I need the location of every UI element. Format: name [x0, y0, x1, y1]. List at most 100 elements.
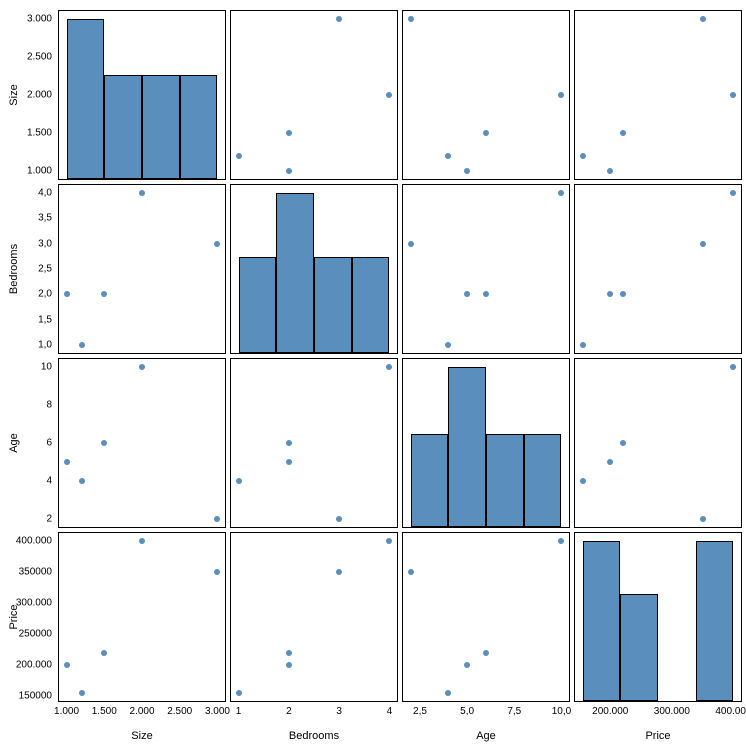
scatter-point [336, 569, 342, 575]
scatter-point [214, 516, 220, 522]
scatter-point [483, 130, 489, 136]
scatter-point [139, 538, 145, 544]
row-axis-label: Bedrooms [8, 244, 20, 294]
hist-bar [142, 75, 180, 179]
ytick-label: 250000 [0, 629, 52, 640]
xtick-label: 10,0 [552, 706, 571, 717]
ytick-label: 4 [0, 476, 52, 487]
scatter-point [336, 516, 342, 522]
panel-price-vs-bedrooms [230, 532, 398, 702]
hist-bar [276, 193, 314, 353]
scatter-point [464, 291, 470, 297]
scatter-point [236, 153, 242, 159]
xtick-label: 3 [336, 706, 342, 717]
hist-bar [583, 541, 621, 701]
scatter-point [286, 662, 292, 668]
hist-bar [524, 434, 562, 527]
hist-bar [486, 434, 524, 527]
scatter-point [79, 690, 85, 696]
scatter-point [408, 569, 414, 575]
scatter-point [445, 690, 451, 696]
scatter-point [483, 291, 489, 297]
xtick-label: 5,0 [460, 706, 474, 717]
hist-bar [67, 19, 105, 179]
scatter-point [558, 538, 564, 544]
scatter-point [558, 92, 564, 98]
ytick-label: 1.500 [0, 128, 52, 139]
scatter-point [139, 190, 145, 196]
scatter-point [580, 342, 586, 348]
scatter-point [620, 440, 626, 446]
scatter-point [101, 650, 107, 656]
panel-age-vs-price [574, 358, 742, 528]
col-axis-label: Size [131, 730, 152, 742]
ytick-label: 10 [0, 361, 52, 372]
col-axis-label: Price [645, 730, 670, 742]
ytick-label: 200.000 [0, 660, 52, 671]
ytick-label: 150000 [0, 691, 52, 702]
hist-bar [104, 75, 142, 179]
panel-price-vs-age [402, 532, 570, 702]
panel-age-vs-size [58, 358, 226, 528]
xtick-label: 1 [236, 706, 242, 717]
scatter-point [464, 662, 470, 668]
xtick-label: 3.000 [205, 706, 230, 717]
scatter-point [445, 153, 451, 159]
xtick-label: 200.000 [592, 706, 628, 717]
xtick-label: 4 [387, 706, 393, 717]
scatter-point [64, 291, 70, 297]
scatter-point [79, 342, 85, 348]
row-axis-label: Price [8, 604, 20, 629]
xtick-label: 1.500 [92, 706, 117, 717]
scatter-point [580, 153, 586, 159]
panel-price-vs-price [574, 532, 742, 702]
ytick-label: 3.000 [0, 13, 52, 24]
scatter-point [79, 478, 85, 484]
panel-bedrooms-vs-price [574, 184, 742, 354]
scatter-point [730, 92, 736, 98]
ytick-label: 3,5 [0, 213, 52, 224]
hist-bar [352, 257, 390, 353]
scatter-point [64, 662, 70, 668]
panel-size-vs-bedrooms [230, 10, 398, 180]
scatter-point [286, 459, 292, 465]
scatter-point [607, 168, 613, 174]
scatter-point [336, 16, 342, 22]
scatter-point [386, 364, 392, 370]
scatter-point [386, 538, 392, 544]
ytick-label: 2 [0, 514, 52, 525]
scatter-point [700, 241, 706, 247]
xtick-label: 2 [286, 706, 292, 717]
panel-age-vs-age [402, 358, 570, 528]
hist-bar [696, 541, 734, 701]
scatter-point [700, 516, 706, 522]
panel-size-vs-age [402, 10, 570, 180]
scatter-point [386, 92, 392, 98]
xtick-label: 2.000 [129, 706, 154, 717]
row-axis-label: Size [8, 84, 20, 105]
scatter-point [236, 478, 242, 484]
scatter-point [445, 342, 451, 348]
scatter-point [558, 190, 564, 196]
panel-price-vs-size [58, 532, 226, 702]
ytick-label: 400.000 [0, 535, 52, 546]
col-axis-label: Bedrooms [289, 730, 339, 742]
hist-bar [411, 434, 449, 527]
scatter-point [607, 291, 613, 297]
xtick-label: 1.000 [54, 706, 79, 717]
panel-bedrooms-vs-age [402, 184, 570, 354]
xtick-label: 300.000 [654, 706, 690, 717]
scatter-point [464, 168, 470, 174]
scatter-point [580, 478, 586, 484]
ytick-label: 1,0 [0, 340, 52, 351]
scatter-point [214, 241, 220, 247]
xtick-label: 2,5 [413, 706, 427, 717]
scatter-point [286, 168, 292, 174]
scatter-point [730, 364, 736, 370]
ytick-label: 2.500 [0, 51, 52, 62]
scatter-point [214, 569, 220, 575]
scatter-point [139, 364, 145, 370]
ytick-label: 8 [0, 399, 52, 410]
pairplot-grid: 1.0001.5002.0002.5003.000Size1,01,52,02,… [0, 0, 746, 749]
scatter-point [730, 190, 736, 196]
